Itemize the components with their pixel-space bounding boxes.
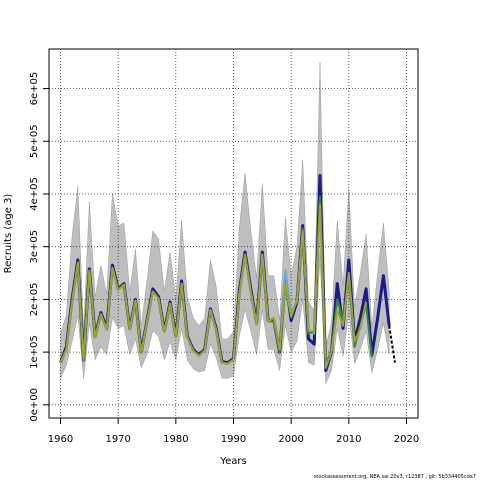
y-tick-label: 4e+05 (29, 177, 40, 211)
x-tick-label: 1990 (221, 434, 246, 445)
retro-line-3 (59, 203, 368, 369)
y-tick-label: 6e+05 (29, 72, 40, 106)
x-axis: 1960 1970 1980 1990 2000 2010 2020 (48, 417, 419, 445)
y-tick-label: 1e+05 (29, 335, 40, 369)
x-tick-label: 1960 (48, 434, 73, 445)
forecast-line (388, 325, 396, 363)
x-tick-label: 1970 (105, 434, 130, 445)
x-tick-label: 2000 (278, 434, 303, 445)
x-tick-label: 2020 (394, 434, 419, 445)
y-tick-label: 3e+05 (29, 230, 40, 264)
y-axis-title: Recruits (age 3) (3, 194, 14, 274)
y-tick-label: 5e+05 (29, 124, 40, 158)
x-tick-label: 2010 (336, 434, 361, 445)
x-tick-label: 1980 (163, 434, 188, 445)
confidence-band (60, 62, 390, 384)
x-axis-title: Years (219, 456, 246, 467)
confidence-band-layer (60, 62, 390, 384)
series-layer (59, 174, 396, 373)
y-tick-label: 0e+00 (29, 388, 40, 422)
y-tick-label: 2e+05 (29, 283, 40, 317)
y-axis: 0e+00 1e+05 2e+05 3e+05 4e+05 5e+05 6e+05 (29, 72, 50, 422)
footnote: stockassessment.org, NEA sai 20v3, r1238… (314, 474, 476, 480)
